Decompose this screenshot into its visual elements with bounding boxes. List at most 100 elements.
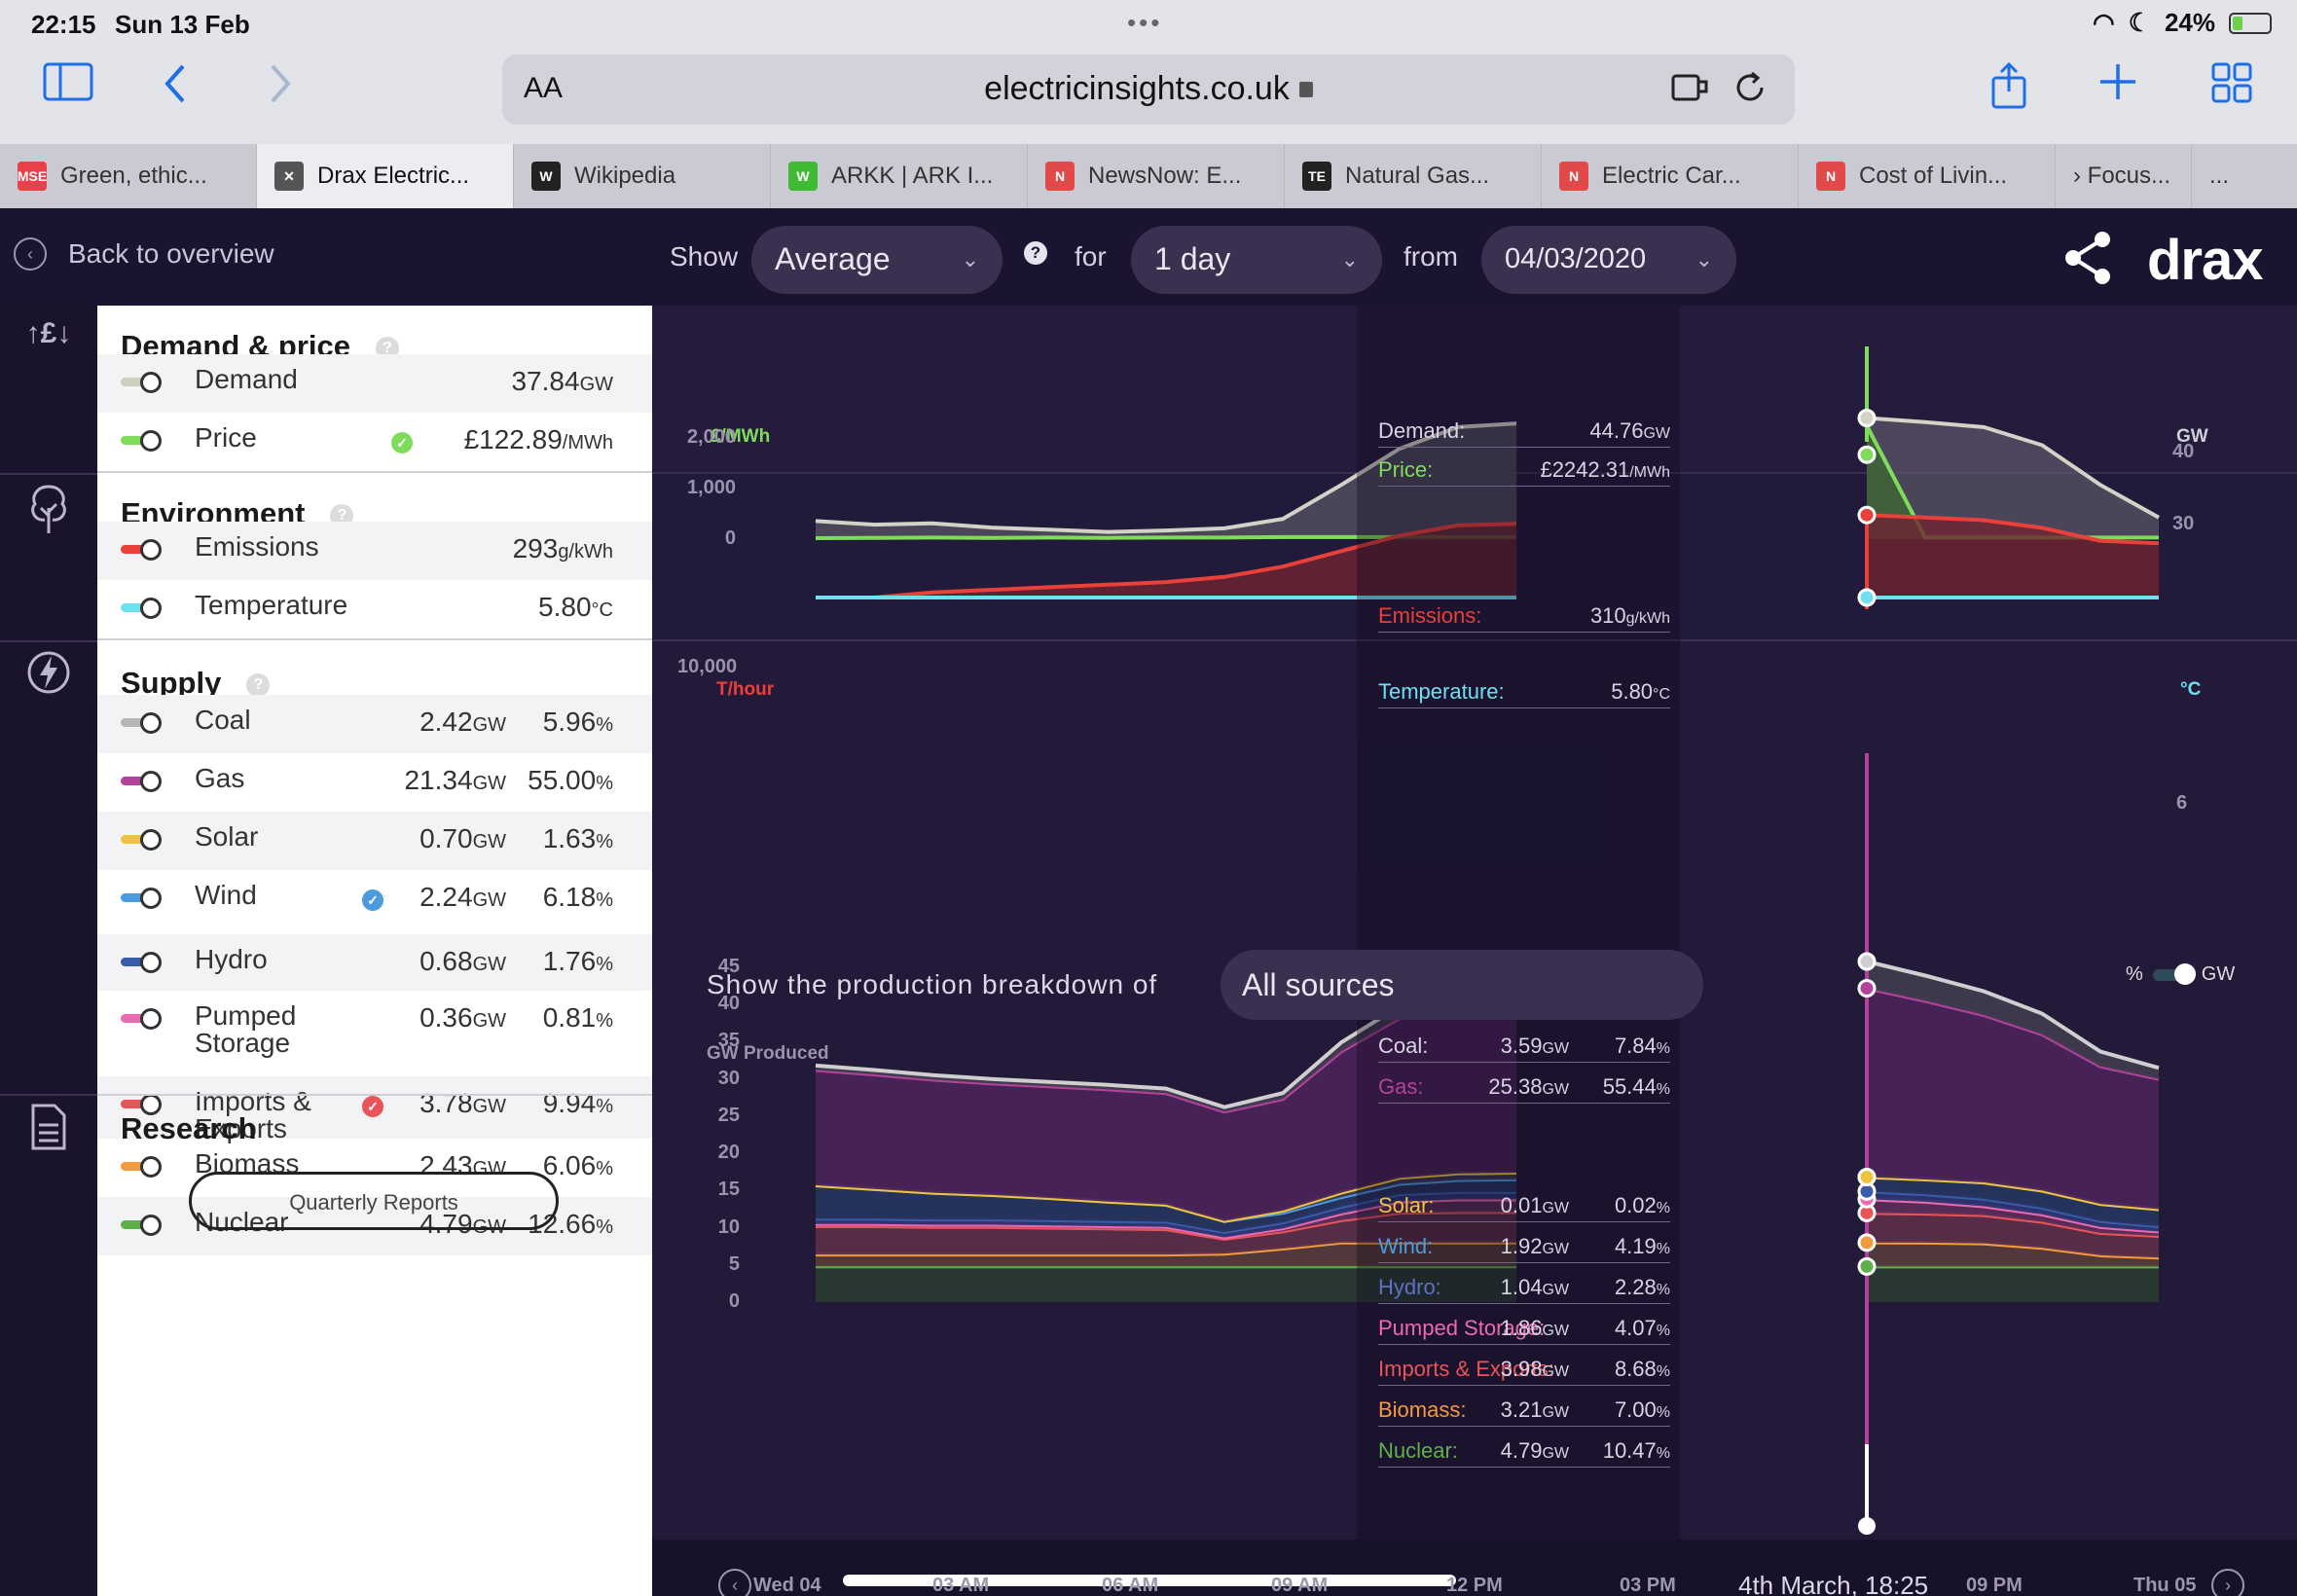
series-toggle[interactable] <box>121 372 167 393</box>
browser-tab[interactable]: ✕ Drax Electric... <box>257 144 514 208</box>
reader-aa-button[interactable]: AA <box>524 72 564 104</box>
series-toggle[interactable] <box>121 430 167 452</box>
unit-toggle-switch[interactable] <box>2152 962 2196 985</box>
browser-tab[interactable]: W Wikipedia <box>514 144 771 208</box>
supply-row[interactable]: Pumped Storage 0.36GW 0.81% <box>97 991 652 1076</box>
tooltip-unit: GW <box>1542 1323 1569 1339</box>
tooltip-number: 5.80 <box>1611 679 1654 704</box>
browser-tab[interactable]: N Electric Car... <box>1542 144 1799 208</box>
period-dropdown[interactable]: 1 day ⌄ <box>1131 226 1382 294</box>
unit-toggle[interactable]: % GW <box>2126 962 2235 986</box>
favicon-icon: W <box>788 162 818 191</box>
timeline-label: 06 AM <box>1102 1575 1159 1596</box>
document-icon[interactable] <box>21 1104 76 1159</box>
series-toggle[interactable] <box>121 712 167 734</box>
browser-tab[interactable]: TE Natural Gas... <box>1285 144 1542 208</box>
tab-overview-icon[interactable] <box>2211 62 2252 114</box>
price-axis-label: £/MWh <box>711 426 771 447</box>
axis-tick-label: 10 <box>717 1215 740 1238</box>
prev-day-button[interactable]: ‹ <box>718 1569 751 1596</box>
url-bar[interactable]: AA electricinsights.co.uk <box>502 54 1795 125</box>
extension-icon[interactable] <box>1670 70 1709 111</box>
forward-icon[interactable] <box>267 62 294 116</box>
lightning-icon[interactable] <box>21 650 76 704</box>
timeline-label: 03 AM <box>932 1575 990 1596</box>
series-toggle[interactable] <box>121 952 167 973</box>
browser-tab[interactable]: MSE Green, ethic... <box>0 144 257 208</box>
drax-logo[interactable]: drax <box>2147 229 2264 292</box>
browser-tab[interactable]: W ARKK | ARK I... <box>771 144 1028 208</box>
tooltip-pct-value: 0.02 <box>1614 1193 1657 1217</box>
tooltip-value: 310g/kWh <box>1590 603 1670 629</box>
series-color-swatch <box>121 378 156 386</box>
supply-pct-value: 5.96 <box>542 707 597 737</box>
rail-divider <box>0 473 97 475</box>
tooltip-unit: GW <box>1542 1363 1569 1380</box>
help-icon[interactable]: ? <box>1024 241 1047 265</box>
demand-price-icon[interactable]: ↑£↓ <box>25 317 72 349</box>
back-icon[interactable] <box>162 62 189 116</box>
timeline-scrubber[interactable] <box>843 1575 1456 1586</box>
next-day-button[interactable]: › <box>2211 1569 2244 1596</box>
browser-tab[interactable]: › Focus... <box>2056 144 2192 208</box>
new-tab-icon[interactable] <box>2098 62 2137 112</box>
supply-pct: 1.76% <box>543 946 613 977</box>
back-to-overview-link[interactable]: ‹ Back to overview <box>14 237 274 271</box>
series-toggle[interactable] <box>121 771 167 792</box>
series-toggle[interactable] <box>121 888 167 909</box>
series-toggle[interactable] <box>121 1215 167 1236</box>
supply-row[interactable]: Hydro 0.68GW 1.76% <box>97 934 652 991</box>
series-toggle[interactable] <box>121 1156 167 1178</box>
series-toggle[interactable] <box>121 1008 167 1030</box>
browser-tab[interactable]: N NewsNow: E... <box>1028 144 1285 208</box>
tooltip-unit: GW <box>1542 1241 1569 1257</box>
supply-row[interactable]: Imports & Exports ✓ 3.78GW 9.94% <box>97 1076 652 1143</box>
series-toggle[interactable] <box>121 598 167 619</box>
series-toggle[interactable] <box>121 539 167 561</box>
tooltip-unit: GW <box>1542 1445 1569 1462</box>
show-dropdown[interactable]: Average ⌄ <box>751 226 1003 294</box>
tooltip-pct: 0.02% <box>1615 1193 1670 1218</box>
tooltip-value: 25.38GW <box>1488 1074 1569 1100</box>
charts-svg[interactable] <box>652 306 2297 1596</box>
tooltip-unit: /MWh <box>1629 464 1670 481</box>
temperature-axis-label: °C <box>2180 679 2202 700</box>
series-toggle[interactable] <box>121 1094 167 1115</box>
sidebar-icon[interactable] <box>43 62 93 112</box>
metric-row[interactable]: Demand 37.84GW <box>97 354 652 413</box>
supply-row[interactable]: Solar 0.70GW 1.63% <box>97 812 652 870</box>
series-color-swatch <box>121 1162 156 1171</box>
supply-row[interactable]: Wind ✓ 2.24GW 6.18% <box>97 870 652 934</box>
supply-name: Coal <box>195 705 251 735</box>
help-icon[interactable]: ? <box>246 673 271 697</box>
tooltip-row: Price: £2242.31/MWh <box>1378 457 1670 487</box>
metric-row[interactable]: Temperature 5.80°C <box>97 580 652 638</box>
date-dropdown[interactable]: 04/03/2020 ⌄ <box>1481 226 1736 294</box>
axis-tick-label: 15 <box>717 1179 740 1201</box>
tooltip-number: 3.98 <box>1500 1357 1543 1381</box>
share-browser-icon[interactable] <box>1987 61 2030 120</box>
supply-line-pumped-storage <box>816 1197 2160 1240</box>
toggle-knob <box>140 430 162 452</box>
quarterly-reports-button[interactable]: Quarterly Reports <box>189 1172 559 1230</box>
series-toggle[interactable] <box>121 829 167 851</box>
tooltip-pct-value: 10.47 <box>1602 1438 1657 1463</box>
reload-icon[interactable] <box>1732 70 1768 113</box>
timeline-handle[interactable] <box>1858 1517 1876 1535</box>
metric-row[interactable]: Price ✓ £122.89/MWh <box>97 413 652 471</box>
tree-icon[interactable] <box>21 483 76 546</box>
browser-tab[interactable]: ... <box>2192 144 2297 208</box>
period-value: 1 day <box>1154 241 1231 276</box>
supply-gw-value: 21.34 <box>404 765 473 795</box>
share-icon[interactable] <box>2061 230 2114 291</box>
multitask-dots-icon[interactable]: ••• <box>1127 8 1163 37</box>
browser-tab[interactable]: N Cost of Livin... <box>1799 144 2056 208</box>
sources-dropdown[interactable]: All sources <box>1221 950 1703 1020</box>
metric-row[interactable]: Emissions 293g/kWh <box>97 522 652 580</box>
supply-area-gas <box>816 1006 1516 1221</box>
supply-row[interactable]: Coal 2.42GW 5.96% <box>97 695 652 753</box>
supply-pct: 6.18% <box>543 882 613 913</box>
supply-name: Pumped Storage <box>195 1000 297 1058</box>
cursor-dot <box>1857 445 1877 464</box>
supply-row[interactable]: Gas 21.34GW 55.00% <box>97 753 652 812</box>
